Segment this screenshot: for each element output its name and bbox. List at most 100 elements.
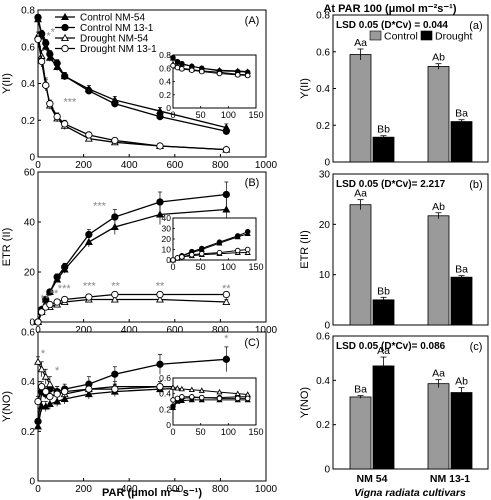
bar-panel-b: 0 10 20 30 ETR (II) (b) LSD 0.05 (D*Cv)= 2.217…: [299, 170, 489, 332]
significance-letter: Aa: [354, 188, 367, 200]
y-tick-label: 0.6: [21, 42, 35, 53]
inset-x-tick-label: 100: [221, 262, 236, 272]
panel-label: (C): [244, 337, 259, 349]
data-point: [244, 249, 251, 255]
data-point: [53, 390, 61, 398]
y-tick-label: 0.8: [316, 11, 330, 22]
data-point: [216, 70, 223, 77]
data-point: [34, 422, 42, 430]
significance-mark: **: [156, 281, 165, 293]
legend-label: Control NM-54: [80, 13, 145, 24]
inset-x-tick-label: 100: [221, 427, 236, 437]
data-point: [156, 112, 164, 121]
y-axis-label: Y(NO): [1, 391, 13, 422]
data-point: [61, 295, 69, 304]
bar-control: [427, 383, 450, 470]
data-point: [53, 298, 61, 306]
y-tick-label: 0.2: [316, 420, 330, 431]
data-point: [170, 403, 176, 409]
inset-x-tick-label: 0: [170, 427, 175, 437]
data-point: [111, 213, 119, 221]
data-point: [42, 387, 50, 396]
bar-legend: Control Drought: [369, 31, 472, 43]
significance-letter: Ab: [455, 376, 468, 388]
inset-y-tick-label: 0.2: [159, 90, 171, 100]
x-tick-label: 600: [166, 325, 183, 336]
series-line: [37, 39, 227, 151]
data-point: [46, 50, 54, 58]
data-point: [61, 72, 69, 80]
bar-control: [349, 396, 372, 470]
data-point: [46, 288, 54, 296]
data-point: [85, 385, 93, 393]
y-tick-label: 0.6: [316, 47, 330, 58]
data-point: [216, 388, 223, 395]
data-point: [46, 300, 54, 309]
data-point: [244, 246, 251, 253]
data-point: [174, 395, 181, 402]
inset-x-tick-label: 150: [248, 262, 263, 272]
data-point: [156, 210, 164, 218]
inset-y-tick-label: 0: [166, 255, 171, 265]
data-point: [156, 198, 164, 206]
data-point: [222, 297, 231, 306]
data-point: [189, 67, 195, 73]
data-point: [244, 395, 251, 402]
data-point: [156, 290, 164, 299]
data-point: [85, 230, 93, 239]
y-axis-label: Y(NO): [299, 387, 311, 418]
significance-mark: **: [111, 281, 120, 293]
data-point: [37, 57, 46, 66]
data-point: [61, 263, 69, 271]
y-tick-label: 20: [319, 220, 331, 231]
inset-frame: [172, 377, 257, 426]
data-point: [111, 385, 119, 393]
x-tick-label: 1000: [255, 325, 278, 336]
y-axis-label: ETR (II): [299, 230, 311, 269]
significance-letter: Ba: [455, 108, 468, 120]
data-point: [198, 387, 205, 393]
y-tick-label: 0: [29, 477, 35, 488]
data-point: [170, 257, 176, 263]
significance-mark: *: [46, 30, 51, 42]
bar-drought: [450, 121, 473, 163]
data-point: [110, 222, 119, 231]
y-tick-label: 10: [319, 270, 331, 281]
series-drought-nm-13-1: [34, 35, 230, 154]
data-point: [111, 100, 119, 108]
data-point: [179, 254, 185, 260]
data-point: [53, 397, 62, 405]
inset-y-tick-label: 0: [166, 103, 171, 113]
bar-control: [349, 54, 372, 163]
y-axis-label: Y(II): [1, 73, 13, 94]
data-point: [156, 142, 164, 150]
legend-label: Drought NM-54: [80, 34, 149, 45]
significance-letter: Ab: [432, 201, 445, 213]
significance-mark: *: [51, 27, 56, 39]
y-tick-label: 0.4: [316, 84, 330, 95]
bar-drought: [450, 392, 473, 470]
panel-label: (b): [469, 179, 482, 191]
x-tick-label: 200: [75, 484, 92, 495]
y-tick-label: 0: [324, 158, 330, 169]
inset-x-tick-label: 50: [196, 262, 206, 272]
y-tick-label: 0: [29, 318, 35, 329]
data-point: [179, 66, 185, 72]
series-drought-nm-13-1: [34, 290, 230, 326]
data-point: [53, 273, 61, 281]
x-tick-label: 0: [35, 160, 41, 171]
significance-letter: Bb: [377, 285, 390, 297]
series-line: [37, 17, 227, 132]
data-point: [189, 394, 195, 400]
significance-letter: Ab: [432, 52, 445, 64]
data-point: [61, 33, 69, 42]
data-point: [222, 190, 230, 199]
data-point: [61, 12, 69, 21]
inset-y-tick-label: 0.6: [159, 373, 171, 383]
bar-panel-a: 0 0.2 0.4 0.6 0.8 Y(II) (a) LSD 0.05 (D*Cv) = 0…: [299, 11, 489, 169]
panel-label: (a): [469, 20, 482, 32]
data-point: [61, 23, 69, 32]
panel-label: (B): [245, 177, 260, 189]
inset-y-tick-label: 0.8: [159, 50, 171, 60]
